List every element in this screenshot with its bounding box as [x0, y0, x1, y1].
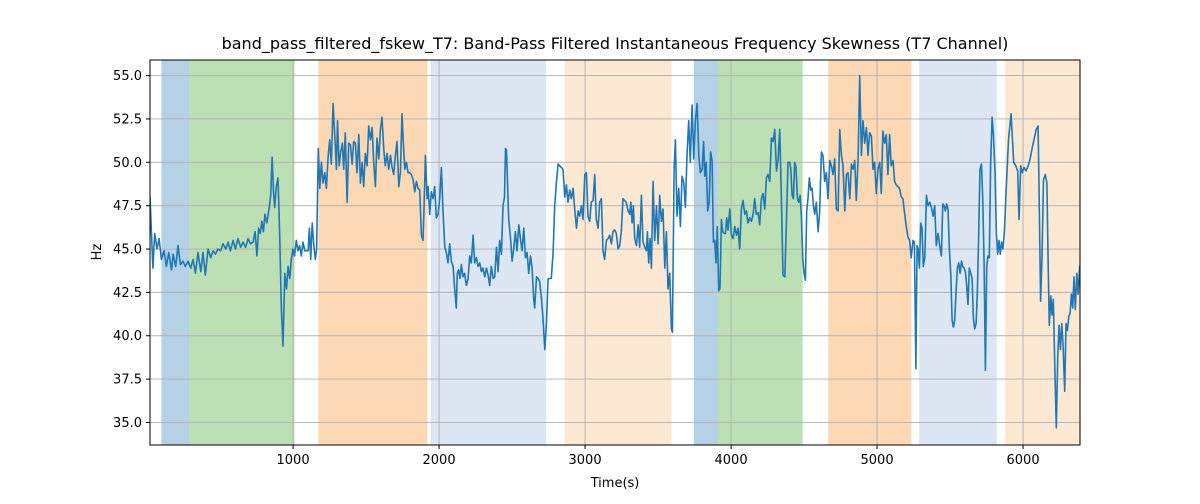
y-tick-label: 35.0: [113, 416, 142, 431]
stage-bands: [161, 60, 1080, 445]
y-axis-label: Hz: [90, 244, 105, 261]
stage-band: [828, 60, 912, 445]
chart-title: band_pass_filtered_fskew_T7: Band-Pass F…: [222, 34, 1009, 54]
x-tick-label: 4000: [715, 453, 748, 468]
stage-band: [717, 60, 803, 445]
data-series: [150, 74, 1080, 429]
y-tick-label: 47.5: [113, 199, 142, 214]
x-tick-label: 3000: [569, 453, 602, 468]
plot-border: [149, 59, 1081, 446]
y-tick-label: 50.0: [113, 156, 142, 171]
stage-band: [430, 60, 547, 445]
x-tick-label: 2000: [423, 453, 456, 468]
y-tick-label: 42.5: [113, 286, 142, 301]
stage-band: [564, 60, 672, 445]
y-tick-label: 52.5: [113, 112, 142, 127]
y-tick-label: 37.5: [113, 373, 142, 388]
x-axis: 1000 2000 3000 4000 5000 6000: [277, 445, 1040, 468]
x-tick-label: 6000: [1007, 453, 1040, 468]
x-tick-label: 5000: [861, 453, 894, 468]
series-line: [150, 74, 1080, 429]
x-tick-label: 1000: [277, 453, 310, 468]
y-tick-label: 45.0: [113, 243, 142, 258]
stage-band: [161, 60, 190, 445]
x-axis-label: Time(s): [590, 476, 640, 491]
y-tick-label: 40.0: [113, 329, 142, 344]
y-axis: 35.0 37.5 40.0 42.5 45.0 47.5 50.0 52.5 55.0: [113, 69, 150, 431]
stage-band: [318, 60, 428, 445]
stage-band: [189, 60, 295, 445]
y-tick-label: 55.0: [113, 69, 142, 84]
stage-band: [919, 60, 997, 445]
